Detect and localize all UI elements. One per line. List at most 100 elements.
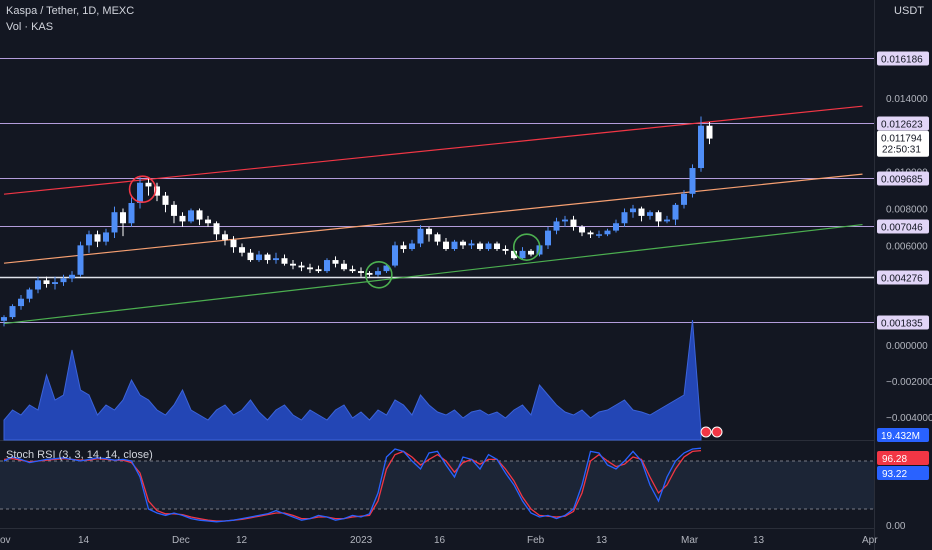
candle-body (35, 280, 41, 290)
candle-body (128, 203, 135, 224)
candle-body (145, 182, 152, 187)
event-marker-icon (700, 426, 712, 438)
candle-body (511, 250, 517, 259)
candle-body (468, 243, 475, 246)
candle-body (706, 125, 713, 139)
candle-body (519, 250, 526, 259)
candle-body (358, 271, 364, 273)
candle-body (18, 298, 24, 307)
trendline (3, 223, 863, 325)
candle-body (613, 223, 619, 231)
time-tick-label: Mar (681, 535, 699, 546)
candle-body (698, 125, 704, 169)
candle-body (103, 232, 109, 242)
volume-tick-label: −0.004000 (886, 413, 932, 424)
candle-body (502, 249, 509, 251)
level-price-label: 0.016186 (881, 55, 923, 66)
candle-body (434, 234, 441, 242)
trendline (3, 105, 863, 195)
stoch-rsi-label: Stoch RSI (3, 3, 14, 14, close) (6, 449, 153, 461)
candle-body (426, 228, 432, 235)
rsi-k-badge (877, 451, 929, 465)
time-tick-label: 16 (434, 535, 446, 546)
candle-body (26, 289, 33, 299)
level-price-badge (877, 270, 929, 285)
candle-body (681, 193, 687, 205)
level-price-label: 0.004276 (881, 274, 923, 285)
candle-body (222, 234, 228, 240)
level-price-label: 0.007046 (881, 223, 923, 234)
candle-body (638, 208, 645, 216)
candle-body (647, 212, 653, 216)
rsi-d-label: 93.22 (882, 469, 907, 480)
candle-body (604, 230, 611, 235)
level-price-label: 0.009685 (881, 175, 923, 186)
price-tick-label: 0.008000 (886, 205, 928, 216)
candle-body (562, 219, 568, 222)
candle-body (86, 234, 92, 246)
candle-body (120, 212, 126, 224)
candle-body (553, 221, 560, 231)
time-tick-label: 12 (236, 535, 248, 546)
candle-body (213, 223, 220, 235)
candle-body (264, 254, 271, 261)
candle-body (273, 258, 279, 261)
candle-body (400, 245, 407, 250)
candle-body (366, 272, 373, 275)
candle-body (349, 269, 356, 272)
rsi-k-label: 96.28 (882, 454, 907, 465)
candle-body (570, 219, 577, 227)
candle-body (171, 204, 177, 216)
candle-body (375, 271, 381, 275)
candle-body (230, 239, 237, 248)
candle-body (545, 230, 551, 246)
candle-body (477, 243, 483, 250)
candle-body (630, 208, 636, 213)
candle-body (298, 265, 305, 268)
candle-body (332, 260, 339, 264)
candle-body (451, 241, 458, 250)
time-tick-label: Feb (527, 535, 545, 546)
candle-body (281, 258, 288, 264)
time-tick-label: Apr (862, 535, 878, 546)
candle-body (188, 210, 194, 222)
candle-body (94, 234, 101, 242)
candle-body (528, 250, 534, 255)
level-price-badge (877, 51, 929, 66)
volume-last-label: 19.432M (881, 431, 920, 442)
candle-body (162, 195, 169, 205)
last-price-label: 0.011794 (881, 134, 922, 145)
candle-body (247, 252, 254, 261)
candle-body (485, 243, 492, 250)
candle-body (409, 243, 415, 250)
last-price-badge (877, 130, 929, 157)
candle-body (341, 263, 347, 270)
candle-body (196, 210, 203, 220)
volume-label: Vol · KAS (6, 21, 54, 33)
volume-tick-label: 0.000000 (886, 341, 928, 352)
candle-body (621, 212, 628, 224)
candle-body (69, 274, 75, 279)
candle-body (315, 269, 322, 272)
rsi-d-badge (877, 466, 929, 480)
volume-tick-label: −0.002000 (886, 377, 932, 388)
candle-body (290, 263, 296, 266)
volume-area (3, 319, 702, 441)
candle-body (672, 204, 679, 220)
rsi-band-fill (0, 461, 874, 509)
annotation-circle (512, 233, 541, 261)
level-price-badge (877, 315, 929, 330)
candle-body (324, 260, 330, 272)
candle-body (417, 228, 424, 244)
candle-body (77, 245, 84, 275)
candle-body (9, 306, 16, 318)
time-tick-label: ov (0, 535, 11, 546)
time-tick-label: 14 (78, 535, 90, 546)
candle-body (239, 247, 245, 253)
candle-body (179, 215, 186, 222)
time-tick-label: 13 (596, 535, 608, 546)
candle-body (154, 186, 160, 196)
countdown-label: 22:50:31 (882, 145, 921, 156)
annotation-circle (365, 260, 393, 289)
